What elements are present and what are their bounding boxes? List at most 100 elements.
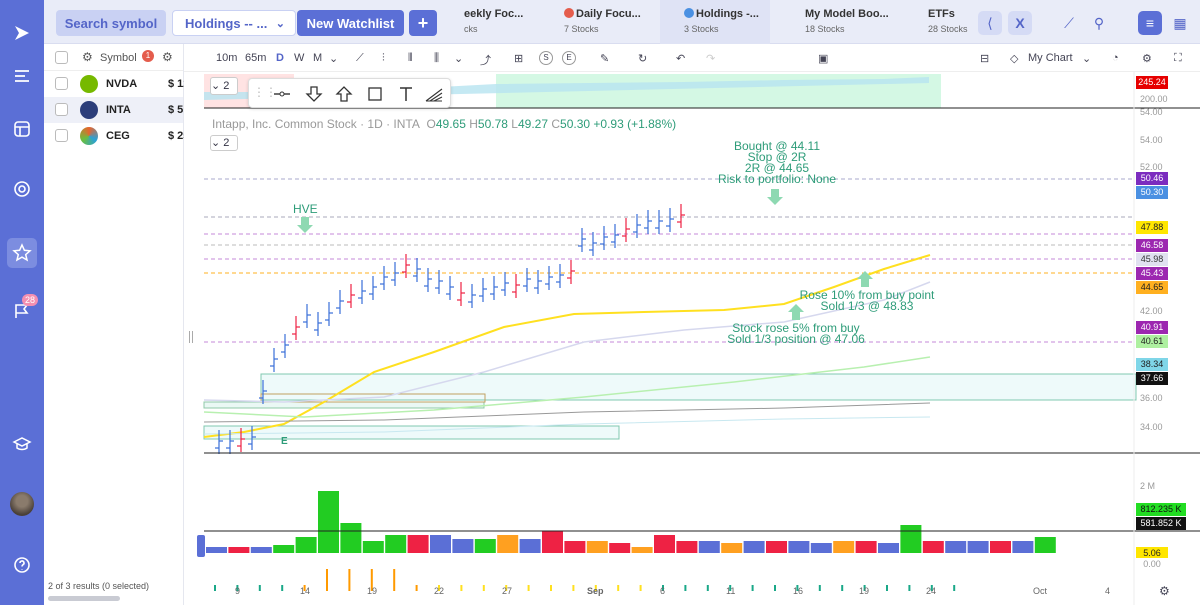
settings-icon[interactable]: ⚙ [82,50,93,64]
refresh-icon[interactable]: ↻ [638,53,648,65]
indicator-bar [751,585,754,591]
annotation-line: Stock rose 5% from buy [732,321,860,335]
star-icon[interactable] [7,238,37,268]
graduation-icon[interactable] [11,433,33,455]
row-checkbox[interactable] [55,103,68,116]
gear-icon[interactable]: ⚙ [1142,53,1152,65]
avatar[interactable] [10,492,34,516]
gear-icon[interactable]: ⚙ [162,50,173,64]
logo-icon[interactable] [11,22,33,44]
menu-icon[interactable] [11,65,33,87]
radar-icon[interactable] [11,178,33,200]
candlestick-icon[interactable]: ⫼ [434,52,440,64]
chart-line-icon[interactable]: ⟋ [1064,14,1074,31]
indicator-toggle[interactable]: ⌄ 2 [210,77,238,95]
list-item-inta[interactable]: INTA $ 5 [44,97,183,123]
new-watchlist-button[interactable]: New Watchlist [297,10,404,36]
price-tag: 245.24 [1136,76,1168,89]
interval-d[interactable]: D [276,52,284,64]
interval-10m[interactable]: 10m [216,52,238,64]
tab-weekly-focus[interactable]: eekly Foc... cks [456,0,556,44]
my-chart-label[interactable]: My Chart [1028,52,1073,64]
notification-badge: 28 [22,294,39,306]
layout-icon[interactable]: ⊟ [980,53,990,65]
list-item-nvda[interactable]: NVDA $ 12 [44,71,184,97]
clock-icon[interactable]: ◔ [1112,52,1119,64]
symbol-column-header[interactable]: Symbol [100,52,137,64]
annotation-line: Rose 10% from buy point [799,288,935,302]
row-checkbox[interactable] [55,77,68,90]
search-symbol-button[interactable]: Search symbol [56,10,166,36]
resize-handle[interactable] [189,331,193,343]
folder-icon[interactable]: ◇ [1010,53,1019,65]
list-item-ceg[interactable]: CEG $ 25 [44,123,184,149]
indicator-bar [236,585,239,591]
indicator-icon[interactable]: ⟋ [356,52,364,64]
interval-65m[interactable]: 65m [245,52,267,64]
select-all-checkbox[interactable] [55,51,68,64]
list-view-icon[interactable]: ≡ [1138,11,1162,35]
price-tag: 50.46 [1136,172,1168,185]
tab-daily-focus[interactable]: Daily Focu... 7 Stocks [556,0,660,44]
add-watchlist-button[interactable]: + [409,10,437,36]
grid-view-icon[interactable]: ▦ [1173,14,1187,31]
help-icon[interactable] [11,554,33,576]
text-icon[interactable] [397,85,415,103]
sell-annotation: Stock rose 5% from buy Sold 1/3 position… [720,321,872,345]
settings-icon[interactable]: ⚙ [1159,584,1170,598]
volume-bar [295,537,317,553]
badge-s[interactable]: S [539,51,553,65]
flag-icon[interactable] [11,300,33,322]
fib-icon[interactable] [425,85,443,103]
ma-line [203,402,931,423]
candle-type-icon[interactable]: ⫶ [382,52,385,64]
arrow-down-icon[interactable] [305,85,323,103]
horizontal-scrollbar[interactable] [48,596,120,601]
panel-collapse-handle[interactable] [197,535,205,557]
arrow-up-icon[interactable] [335,85,353,103]
watchlist-select[interactable]: Holdings -- ... ⌄ [172,10,296,36]
volume-bar [990,541,1011,553]
compass-icon[interactable]: ⚲ [1093,14,1105,31]
x-axis-label: 11 [726,586,736,596]
indicator-toggle[interactable]: ⌄ 2 [210,135,238,151]
volume-bar [430,535,451,553]
chevron-down-icon[interactable]: ⌄ [454,53,464,65]
tab-my-model-book[interactable]: My Model Boo... 18 Stocks [794,0,894,44]
symbol: CEG [106,130,130,142]
volume-bar [721,543,743,553]
drag-handle-icon[interactable]: ⋮⋮ [253,85,277,99]
fullscreen-icon[interactable]: ⛶ [1174,52,1182,64]
chevron-down-icon[interactable]: ⌄ [1082,53,1092,65]
x-axis-label: 19 [859,586,870,596]
badge-e[interactable]: E [562,51,576,65]
chevron-down-icon: ⌄ [211,80,221,92]
grid-icon[interactable]: ⊞ [514,53,524,65]
chevron-down-icon[interactable]: ⌄ [329,53,339,65]
x-social-icon[interactable]: X [1008,11,1032,35]
redo-icon[interactable]: ↷ [706,53,716,65]
interval-m[interactable]: M [313,52,323,64]
undo-icon[interactable]: ↶ [676,53,686,65]
tab-etfs[interactable]: ETFs 28 Stocks [906,0,974,44]
tab-holdings[interactable]: Holdings -... 3 Stocks [660,0,770,44]
volume-bar [586,541,608,553]
chart-panel[interactable]: 10m 65m D W M ⌄ ⟋ ⫶ ⫴ ⫼ ⌄ ⤴ ⊞ S E ✎ ↻ ↶ … [184,44,1200,605]
share-icon[interactable]: ⟨ [978,11,1002,35]
hve-annotation: HVE [293,202,318,216]
volume-bar [788,541,810,553]
rectangle-icon[interactable] [366,85,384,103]
eraser-icon[interactable]: ✎ [600,53,610,65]
interval-w[interactable]: W [294,52,305,64]
volume-bar [676,541,698,553]
row-checkbox[interactable] [55,129,68,142]
volume-bar [228,547,250,553]
calendar-icon[interactable]: ▣ [818,53,829,65]
line-tool-icon[interactable] [273,85,291,103]
symbol: NVDA [106,78,138,90]
watchlist-header: ⚙ Symbol 1 ⚙ [44,44,183,71]
layout-icon[interactable] [11,118,33,140]
bar-type-icon[interactable]: ⫴ [408,52,413,64]
price-chart[interactable] [184,72,1200,605]
studies-icon[interactable]: ⤴ [480,55,491,67]
